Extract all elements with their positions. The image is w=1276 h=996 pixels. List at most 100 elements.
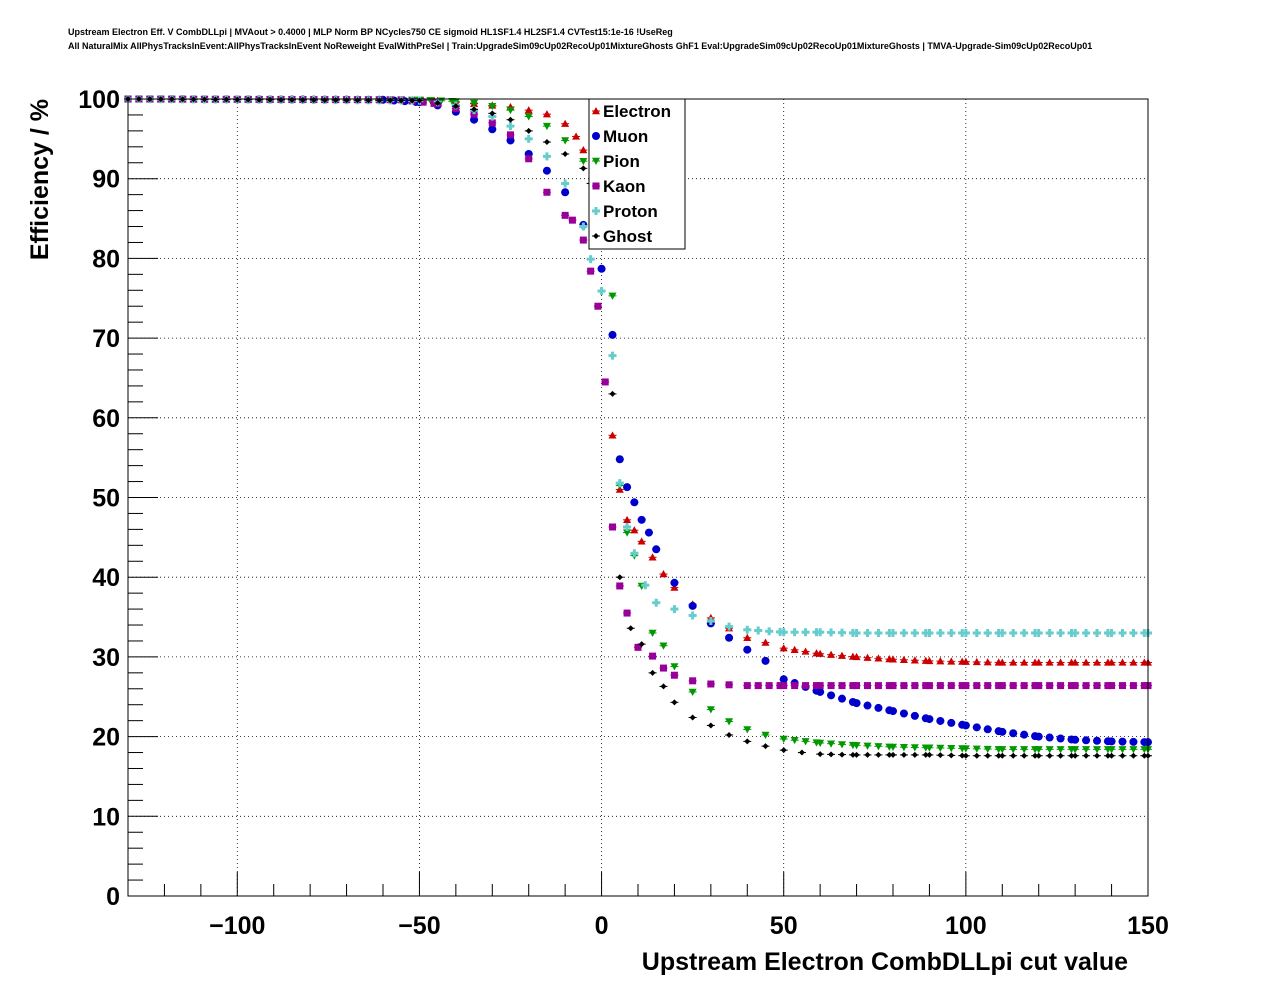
- marker-shape: [925, 744, 934, 752]
- marker-shape: [579, 146, 588, 154]
- marker-shape: [616, 582, 624, 590]
- marker-shape: [765, 682, 773, 690]
- data-point: [652, 598, 661, 607]
- marker-shape: [632, 549, 636, 558]
- data-point: [1056, 734, 1065, 743]
- data-point: [1020, 658, 1029, 666]
- data-point: [947, 657, 956, 665]
- marker-shape: [1108, 752, 1115, 759]
- data-point: [1129, 658, 1138, 666]
- marker-shape: [1071, 682, 1079, 690]
- legend-label: Kaon: [603, 177, 646, 196]
- marker-shape: [1035, 752, 1042, 759]
- marker-shape: [1009, 746, 1018, 754]
- marker-shape: [793, 628, 797, 637]
- marker-shape: [1037, 628, 1041, 637]
- data-point: [623, 515, 632, 524]
- data-point: [743, 682, 752, 690]
- legend-label: Electron: [603, 102, 671, 121]
- data-point: [725, 681, 734, 689]
- data-point: [626, 625, 635, 632]
- data-point: [1082, 746, 1091, 754]
- marker-shape: [627, 625, 634, 632]
- x-tick-label: −50: [398, 912, 440, 940]
- marker-shape: [670, 671, 678, 679]
- marker-shape: [592, 132, 600, 140]
- marker-shape: [707, 680, 715, 688]
- data-point: [998, 658, 1007, 666]
- data-point: [648, 553, 657, 561]
- data-point: [925, 628, 934, 637]
- marker-shape: [743, 726, 752, 734]
- data-point: [983, 682, 992, 690]
- data-point: [670, 583, 679, 591]
- data-point: [972, 745, 981, 753]
- data-point: [561, 188, 570, 197]
- x-tick-label: 50: [770, 912, 798, 940]
- marker-shape: [671, 699, 678, 706]
- data-point: [1056, 752, 1065, 759]
- data-point: [910, 751, 919, 758]
- data-point: [972, 682, 981, 690]
- marker-shape: [615, 455, 624, 464]
- data-point: [1118, 628, 1127, 637]
- marker-shape: [638, 641, 645, 648]
- data-point: [593, 302, 602, 310]
- marker-shape: [874, 743, 883, 751]
- y-tick-label: 80: [92, 245, 120, 273]
- data-point: [790, 736, 799, 745]
- marker-shape: [561, 137, 570, 145]
- data-point: [1082, 628, 1091, 637]
- data-point: [615, 574, 624, 581]
- data-point: [910, 628, 919, 637]
- marker-shape: [597, 264, 606, 273]
- data-point: [670, 699, 679, 706]
- data-point: [910, 682, 919, 690]
- marker-shape: [863, 653, 872, 661]
- data-point: [947, 682, 956, 690]
- data-point: [608, 330, 617, 339]
- data-point: [998, 752, 1007, 759]
- marker-shape: [984, 752, 991, 759]
- data-point: [648, 669, 657, 676]
- marker-shape: [278, 96, 284, 103]
- data-point: [947, 628, 956, 637]
- marker-shape: [910, 744, 919, 752]
- data-point: [637, 537, 646, 545]
- legend: Electron Muon Pion Kaon Proton Ghost: [588, 98, 686, 250]
- data-point: [754, 682, 763, 690]
- marker-shape: [1107, 658, 1116, 666]
- data-point: [1082, 682, 1091, 690]
- data-point: [1034, 628, 1043, 637]
- marker-shape: [804, 628, 808, 637]
- data-point: [1093, 658, 1101, 666]
- data-point: [779, 675, 788, 684]
- marker-shape: [801, 738, 810, 746]
- marker-shape: [434, 99, 441, 106]
- data-point: [863, 701, 872, 710]
- data-point: [998, 628, 1007, 637]
- data-point: [983, 745, 992, 754]
- marker-shape: [542, 166, 551, 175]
- marker-shape: [471, 106, 478, 113]
- data-point: [961, 657, 970, 665]
- data-point: [790, 628, 799, 637]
- y-tick-label: 90: [92, 166, 120, 194]
- marker-shape: [761, 731, 770, 740]
- marker-shape: [780, 682, 788, 690]
- marker-shape: [1046, 682, 1054, 690]
- marker-shape: [579, 157, 588, 166]
- marker-shape: [1009, 658, 1018, 666]
- data-point: [670, 578, 679, 587]
- data-point: [936, 752, 945, 759]
- data-point: [586, 255, 595, 264]
- marker-shape: [660, 683, 667, 690]
- marker-shape: [761, 638, 770, 646]
- marker-shape: [670, 578, 679, 587]
- data-point: [816, 751, 825, 758]
- data-point: [1107, 737, 1116, 746]
- marker-shape: [874, 654, 883, 662]
- marker-shape: [827, 650, 836, 658]
- marker-shape: [947, 745, 956, 753]
- marker-shape: [782, 628, 786, 637]
